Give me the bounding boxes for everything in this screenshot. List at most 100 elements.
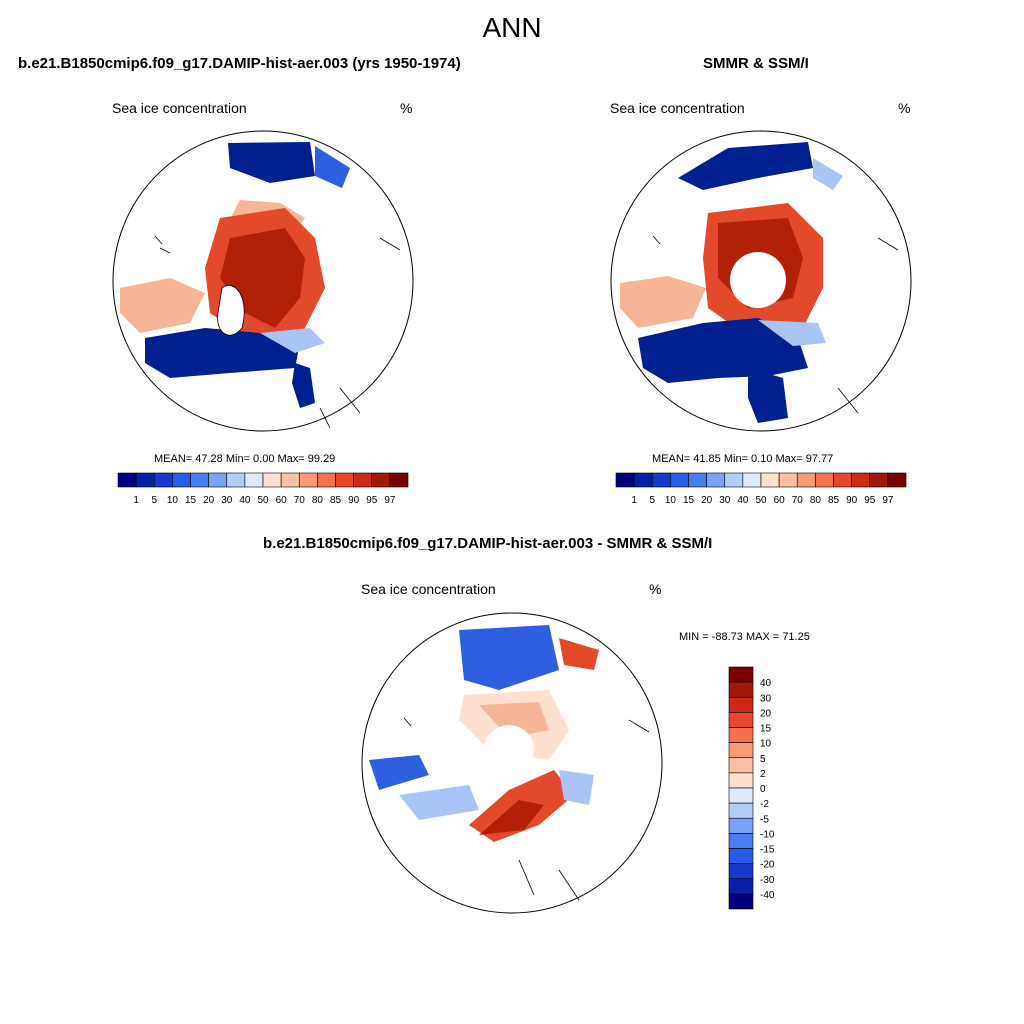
diff-colorbar-tick-label: -40	[760, 890, 775, 901]
left-colorbar-tick-label: 90	[348, 495, 360, 506]
left-colorbar-box	[335, 472, 354, 488]
diff-colorbar-box	[728, 712, 754, 728]
right-colorbar: 1 5 10 15 20 30 40 50 60 70 80 85 90 95 97	[615, 472, 907, 506]
left-colorbar-boxes	[117, 472, 409, 488]
diff-minmax: MIN = -88.73 MAX = 71.25	[679, 631, 810, 643]
right-ice-beaufort-edge	[758, 320, 826, 346]
left-colorbar-box	[117, 472, 137, 488]
right-colorbar-box	[651, 472, 671, 488]
right-colorbar-box	[615, 472, 635, 488]
left-colorbar-tick-label: 10	[167, 495, 179, 506]
right-coastlines	[652, 235, 899, 414]
right-colorbar-tick-label: 40	[737, 495, 749, 506]
right-colorbar-tick-label: 90	[846, 495, 858, 506]
right-variable-label: Sea ice concentration	[610, 100, 745, 116]
right-stats: MEAN= 41.85 Min= 0.10 Max= 97.77	[652, 453, 834, 465]
right-ice-kara	[813, 158, 843, 190]
left-colorbar-box	[317, 472, 336, 488]
right-panel-title: SMMR & SSM/I	[703, 55, 809, 72]
left-colorbar-box	[389, 472, 409, 488]
left-ice-barents	[228, 142, 315, 183]
right-colorbar-box	[869, 472, 889, 488]
diff-colorbar-tick-label: 5	[760, 754, 766, 765]
right-colorbar-tick-label: 80	[810, 495, 822, 506]
diff-negative-barents	[459, 625, 559, 690]
right-colorbar-box	[778, 472, 798, 488]
left-polar-map	[112, 130, 414, 432]
right-ice-barents	[678, 142, 813, 190]
left-stats: MEAN= 47.28 Min= 0.00 Max= 99.29	[154, 453, 336, 465]
right-colorbar-box	[670, 472, 689, 488]
diff-colorbar-box	[728, 817, 754, 834]
left-colorbar-box	[208, 472, 228, 488]
diff-colorbar-box	[728, 787, 754, 804]
diff-colorbar-box	[728, 757, 754, 774]
right-colorbar-box	[815, 472, 834, 488]
right-colorbar-box	[724, 472, 744, 488]
diff-colorbar-box	[728, 696, 754, 713]
left-colorbar-box	[371, 472, 391, 488]
right-colorbar-tick-label: 97	[882, 495, 894, 506]
diff-colorbar-boxes	[728, 666, 754, 910]
left-colorbar-box	[135, 472, 155, 488]
diff-negative-baffin	[369, 755, 429, 790]
diff-colorbar-box	[728, 878, 754, 895]
left-colorbar-tick-label: 97	[384, 495, 396, 506]
diff-positive-kara	[559, 638, 599, 670]
diff-colorbar-box	[728, 863, 754, 880]
diff-panel-title: b.e21.B1850cmip6.f09_g17.DAMIP-hist-aer.…	[263, 535, 713, 552]
right-ice-hudson-labrador	[638, 318, 808, 383]
right-colorbar-box	[760, 472, 780, 488]
diff-colorbar-tick-label: 30	[760, 693, 772, 704]
left-variable-label: Sea ice concentration	[112, 100, 247, 116]
diff-colorbar-tick-label: 15	[760, 724, 772, 735]
diff-colorbar-box	[728, 848, 754, 864]
left-colorbar-tick-label: 95	[366, 495, 378, 506]
right-colorbar-box	[851, 472, 871, 488]
left-colorbar-tick-label: 80	[312, 495, 324, 506]
left-ice-kara	[315, 146, 350, 188]
left-colorbar-box	[172, 472, 191, 488]
left-colorbar-box	[226, 472, 246, 488]
left-coastlines	[154, 235, 401, 429]
right-polar-map	[610, 130, 912, 432]
right-pole-hole	[730, 252, 786, 308]
diff-colorbar-tick-label: 20	[760, 708, 772, 719]
left-unit-label: %	[400, 100, 413, 116]
right-colorbar-box	[706, 472, 726, 488]
left-ice-beaufort-edge	[260, 328, 325, 353]
right-colorbar-tick-label: 30	[719, 495, 731, 506]
right-colorbar-tick-label: 20	[701, 495, 713, 506]
diff-colorbar-tick-label: 40	[760, 678, 772, 689]
main-title: ANN	[482, 12, 542, 43]
right-colorbar-box	[833, 472, 852, 488]
diff-colorbar-box	[728, 802, 754, 819]
left-colorbar-box	[353, 472, 373, 488]
right-colorbar-tick-label: 50	[755, 495, 767, 506]
right-colorbar-box	[688, 472, 707, 488]
left-colorbar-tick-label: 15	[185, 495, 197, 506]
left-ice-baffin	[120, 278, 205, 333]
left-colorbar-tick-label: 40	[239, 495, 251, 506]
left-colorbar-tick-label: 85	[330, 495, 342, 506]
diff-colorbar-tick-label: -30	[760, 875, 775, 886]
right-colorbar-tick-label: 95	[864, 495, 876, 506]
right-ice-baffin	[620, 276, 706, 328]
left-ice-bering	[292, 363, 315, 408]
diff-colorbar-tick-label: -2	[760, 799, 769, 810]
diff-positive-central	[479, 702, 549, 738]
diff-colorbar-box	[728, 666, 754, 683]
left-ice-hudson-labrador	[145, 328, 300, 378]
left-panel-title: b.e21.B1850cmip6.f09_g17.DAMIP-hist-aer.…	[18, 55, 461, 72]
left-colorbar-tick-label: 70	[294, 495, 306, 506]
diff-colorbar-box	[728, 833, 754, 849]
diff-colorbar-box	[728, 893, 754, 910]
right-colorbar-box	[796, 472, 816, 488]
left-colorbar-tick-label: 50	[257, 495, 269, 506]
right-unit-label: %	[898, 100, 911, 116]
left-colorbar-box	[262, 472, 282, 488]
diff-colorbar-tick-label: -20	[760, 860, 775, 871]
left-colorbar-box	[244, 472, 264, 488]
